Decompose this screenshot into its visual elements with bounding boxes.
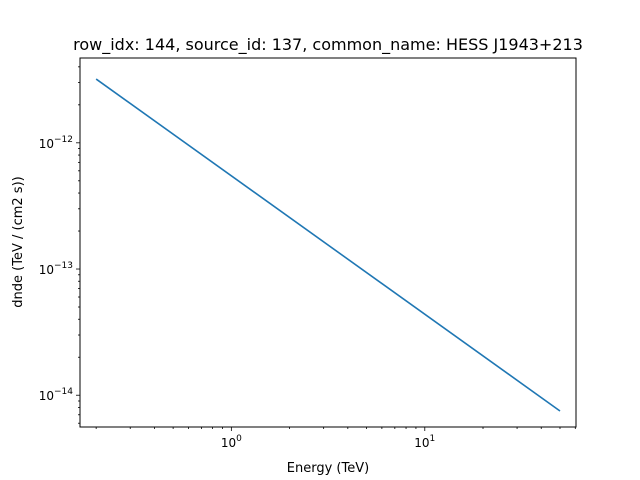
- x-axis: 100 101: [95, 427, 576, 450]
- x-tick-label: 100: [221, 434, 242, 450]
- chart-title: row_idx: 144, source_id: 137, common_nam…: [73, 35, 583, 55]
- y-tick-label: 10−14: [39, 387, 74, 403]
- y-axis: 10−12 10−13 10−14: [39, 66, 80, 424]
- series-line: [95, 78, 561, 412]
- y-axis-label: dnde (TeV / (cm2 s)): [11, 176, 26, 307]
- y-tick-label: 10−13: [39, 261, 73, 277]
- x-axis-label: Energy (TeV): [287, 461, 369, 476]
- series-layer: [95, 78, 561, 412]
- y-tick-label: 10−12: [39, 135, 73, 151]
- x-tick-label: 101: [414, 434, 435, 450]
- axes-frame: [79, 57, 577, 428]
- plot-area: [79, 57, 577, 428]
